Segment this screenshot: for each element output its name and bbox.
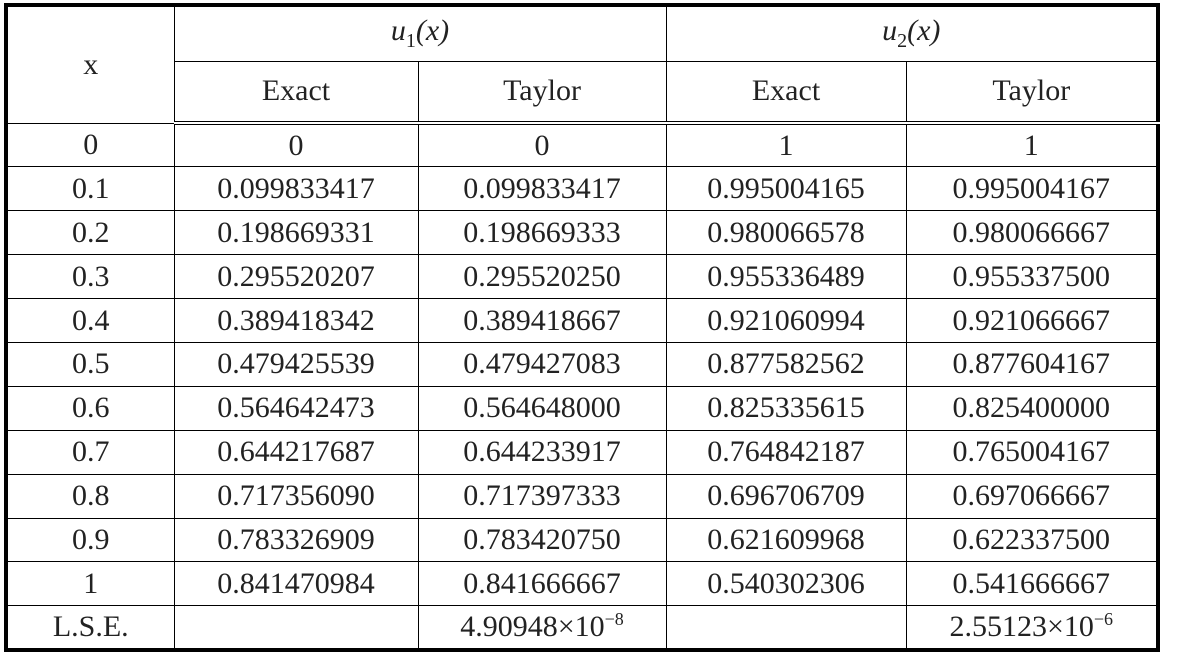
data-row: 0.2 0.198669331 0.198669333 0.980066578 0.98… [5, 210, 1159, 256]
value-cell: 0.696706709 [665, 473, 907, 519]
x-cell: 0.4 [5, 298, 175, 343]
x-cell: 0 [5, 122, 175, 168]
value-cell: 0.921066667 [905, 298, 1159, 343]
data-row: 0.8 0.717356090 0.717397333 0.696706709 0.69… [5, 473, 1159, 519]
value-cell: 0.980066667 [905, 210, 1159, 256]
value-cell: 1 [905, 122, 1159, 168]
subheader: Taylor [905, 60, 1159, 125]
value-cell: 0.825400000 [905, 385, 1159, 431]
x-cell: 1 [5, 561, 175, 607]
value-cell: 0.995004165 [665, 166, 907, 212]
data-row: 0.6 0.564642473 0.564648000 0.825335615 0.82… [5, 385, 1159, 431]
value-cell: 0.921060994 [665, 298, 907, 343]
exponent: −6 [1093, 609, 1114, 630]
x-cell: 0.2 [5, 210, 175, 256]
value-cell: 0.717397333 [417, 473, 667, 519]
value-cell: 0.717356090 [173, 473, 419, 519]
value-cell: 0.765004167 [905, 429, 1159, 475]
x-cell: 0.6 [5, 385, 175, 431]
value-cell: 0.955336489 [665, 254, 907, 300]
x-cell: 0.8 [5, 473, 175, 519]
symbol: u [882, 14, 898, 48]
value-cell: 0.479425539 [173, 341, 419, 387]
value-cell: 0.295520207 [173, 254, 419, 300]
value-cell: 0.644233917 [417, 429, 667, 475]
base: ×10 [557, 610, 605, 644]
value-cell: 0.783326909 [173, 517, 419, 563]
value-cell: 0.841470984 [173, 561, 419, 607]
u1-header: u1(x) [173, 4, 667, 62]
value-cell: 0.841666667 [417, 561, 667, 607]
value-cell: 0.877604167 [905, 341, 1159, 387]
header-row: x u1(x) u2(x) [5, 4, 1159, 124]
value-cell: 1 [665, 122, 907, 168]
value-cell: 0.198669333 [417, 210, 667, 256]
value-cell: 0.697066667 [905, 473, 1159, 519]
value-cell: 0.783420750 [417, 517, 667, 563]
argument: (x) [415, 14, 450, 48]
value-cell: 0.198669331 [173, 210, 419, 256]
value-cell: 0.295520250 [417, 254, 667, 300]
empty-cell [665, 605, 907, 651]
subheader: Exact [665, 60, 907, 125]
value-cell: 0.540302306 [665, 561, 907, 607]
value-cell: 0.622337500 [905, 517, 1159, 563]
value-cell: 0.564648000 [417, 385, 667, 431]
lse-row: L.S.E. 4.90948×10−8 2.55123×10−6 [5, 605, 1159, 651]
x-header: x [5, 4, 175, 124]
value-cell: 0.621609968 [665, 517, 907, 563]
value-cell: 0.995004167 [905, 166, 1159, 212]
lse-value: 4.90948×10−8 [417, 605, 667, 651]
empty-cell [173, 605, 419, 651]
subscript: 2 [897, 30, 908, 53]
subheader: Taylor [417, 60, 667, 125]
lse-label: L.S.E. [5, 605, 175, 651]
value-cell: 0.980066578 [665, 210, 907, 256]
data-row: 1 0.841470984 0.841666667 0.540302306 0.5416… [5, 561, 1159, 607]
value-cell: 0.564642473 [173, 385, 419, 431]
x-cell: 0.3 [5, 254, 175, 300]
data-row: 0.4 0.389418342 0.389418667 0.921060994 0.92… [5, 298, 1159, 343]
value-cell: 0.389418667 [417, 298, 667, 343]
x-cell: 0.9 [5, 517, 175, 563]
symbol: u [390, 14, 406, 48]
table-body: 0 0 0 1 1 0.1 0.099833417 0.099833417 0.99500416… [5, 122, 1159, 651]
u2-header: u2(x) [665, 4, 1159, 62]
value-cell: 0.877582562 [665, 341, 907, 387]
value-cell: 0 [173, 122, 419, 168]
data-row: 0.7 0.644217687 0.644233917 0.764842187 0.76… [5, 429, 1159, 475]
x-cell: 0.1 [5, 166, 175, 212]
data-row: 0.9 0.783326909 0.783420750 0.621609968 0.62… [5, 517, 1159, 563]
value-cell: 0.764842187 [665, 429, 907, 475]
value-cell: 0.099833417 [417, 166, 667, 212]
subheader-row: Exact Taylor Exact Taylor [6, 60, 1159, 125]
value-cell: 0.955337500 [905, 254, 1159, 300]
exponent: −8 [604, 609, 624, 630]
argument: (x) [907, 14, 941, 48]
lse-value: 2.55123×10−6 [905, 605, 1159, 651]
x-cell: 0.5 [5, 341, 175, 387]
base: ×10 [1046, 610, 1094, 644]
value-cell: 0.479427083 [417, 341, 667, 387]
mantissa: 4.90948 [460, 610, 558, 644]
value-cell: 0.389418342 [173, 298, 419, 343]
data-row: 0.1 0.099833417 0.099833417 0.995004165 0.99… [5, 166, 1159, 212]
subheader: Exact [173, 60, 419, 125]
value-cell: 0.644217687 [173, 429, 419, 475]
x-cell: 0.7 [5, 429, 175, 475]
value-cell: 0.825335615 [665, 385, 907, 431]
value-cell: 0.099833417 [173, 166, 419, 212]
data-row: 0.3 0.295520207 0.295520250 0.955336489 0.95… [5, 254, 1159, 300]
results-table: x u1(x) u2(x) Exact Taylor Exact Taylor … [4, 3, 1161, 652]
mantissa: 2.55123 [949, 610, 1047, 644]
value-cell: 0 [417, 122, 667, 168]
value-cell: 0.541666667 [905, 561, 1159, 607]
data-row: 0.5 0.479425539 0.479427083 0.877582562 0.87… [5, 341, 1159, 387]
subscript: 1 [405, 30, 416, 53]
